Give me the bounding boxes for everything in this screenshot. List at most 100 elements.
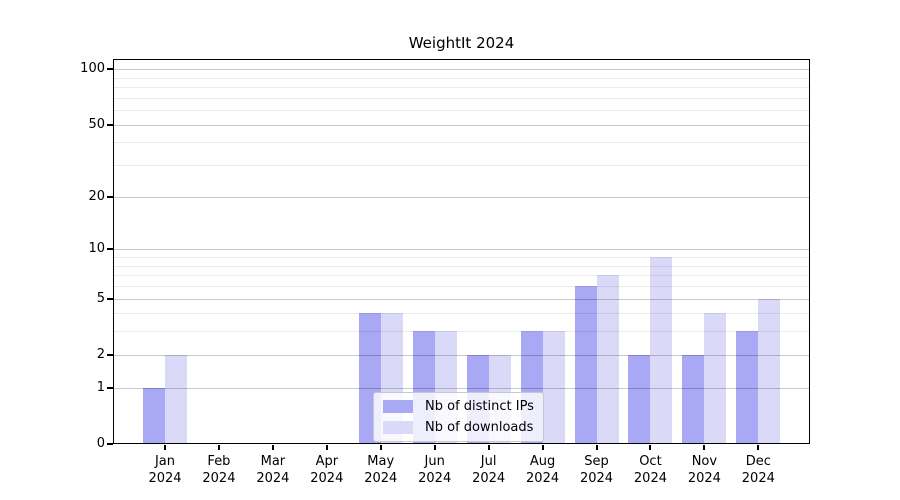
x-axis-tick — [487, 445, 490, 450]
y-axis-tick — [107, 353, 113, 356]
x-axis-tick — [433, 445, 436, 450]
x-axis-tick-label: Feb 2024 — [192, 453, 246, 487]
y-axis-tick-label: 5 — [96, 290, 105, 306]
gridline-major — [114, 124, 809, 126]
chart-title: WeightIt 2024 — [408, 34, 515, 52]
gridline-major — [114, 298, 809, 300]
x-axis-month: Dec — [745, 454, 771, 469]
y-axis-tick-label: 1 — [96, 379, 105, 395]
y-axis-tick-label: 20 — [88, 188, 105, 204]
bar-distinct-ips-jan — [143, 387, 165, 444]
legend-item-downloads: Nb of downloads — [383, 419, 534, 436]
gridline-minor — [114, 110, 809, 112]
bar-downloads-nov — [704, 313, 727, 444]
x-axis-tick — [541, 445, 544, 450]
x-axis-tick — [325, 445, 328, 450]
gridline-minor — [114, 87, 809, 89]
x-axis-month: Jul — [480, 454, 497, 469]
legend-swatch-downloads — [383, 421, 413, 434]
x-axis-month: Nov — [691, 454, 718, 469]
y-axis-tick-label: 0 — [96, 436, 105, 451]
x-axis-year: 2024 — [633, 471, 667, 486]
x-axis-month: Sep — [584, 454, 609, 469]
x-axis-tick — [164, 445, 166, 450]
x-axis-tick-label: Jun 2024 — [408, 453, 462, 487]
x-axis-tick-label: Mar 2024 — [246, 453, 300, 487]
x-axis-year: 2024 — [202, 471, 236, 486]
x-axis-year: 2024 — [579, 471, 614, 486]
x-axis-month: Oct — [639, 454, 662, 469]
gridline-minor — [114, 331, 809, 333]
x-axis-tick — [271, 445, 274, 450]
x-axis-tick — [649, 445, 652, 450]
x-axis-year: 2024 — [148, 471, 182, 486]
gridline-major — [114, 387, 809, 389]
x-axis-year: 2024 — [472, 471, 506, 486]
bar-distinct-ips-sep — [574, 286, 597, 444]
x-axis-tick-label: Nov 2024 — [677, 453, 731, 487]
x-axis-month: Mar — [260, 454, 286, 469]
gridline-minor — [114, 257, 809, 259]
x-axis-tick-label: Sep 2024 — [570, 453, 624, 487]
gridline-minor — [114, 165, 809, 167]
y-axis-tick-label: 10 — [88, 241, 105, 257]
x-axis-tick-label: Jan 2024 — [138, 453, 192, 487]
gridline-minor — [114, 97, 809, 99]
x-axis-tick-label: Dec 2024 — [731, 453, 785, 487]
x-axis-tick-label: May 2024 — [354, 453, 408, 487]
x-axis-month: May — [367, 454, 395, 469]
bar-downloads-sep — [596, 275, 619, 444]
legend-swatch-distinct-ips — [383, 400, 413, 413]
x-axis-tick — [217, 445, 220, 450]
gridline-minor — [114, 275, 809, 277]
gridline-major — [114, 354, 809, 356]
x-axis-month: Jun — [424, 454, 445, 469]
bar-downloads-aug — [542, 331, 565, 444]
x-axis-year: 2024 — [418, 471, 452, 486]
legend-label-distinct-ips: Nb of distinct IPs — [425, 399, 534, 414]
x-axis-year: 2024 — [741, 471, 775, 486]
bar-downloads-jan — [165, 354, 187, 444]
x-axis-tick-label: Aug 2024 — [516, 453, 570, 487]
y-axis-tick-label: 2 — [96, 346, 105, 362]
x-axis-tick — [595, 445, 598, 450]
y-axis-tick — [107, 386, 113, 389]
legend-item-distinct-ips: Nb of distinct IPs — [383, 398, 534, 415]
y-axis-tick — [107, 248, 113, 251]
x-axis-tick — [703, 445, 706, 450]
x-axis-tick — [379, 445, 382, 450]
gridline-minor — [114, 265, 809, 267]
x-axis-year: 2024 — [526, 471, 560, 486]
x-axis-tick-label: Jul 2024 — [462, 453, 516, 487]
bar-distinct-ips-dec — [736, 331, 759, 444]
y-axis-tick — [107, 297, 113, 300]
legend-label-downloads: Nb of downloads — [425, 420, 534, 435]
gridline-major — [114, 249, 809, 251]
x-axis-tick-label: Oct 2024 — [623, 453, 677, 487]
bar-downloads-dec — [758, 298, 781, 444]
y-axis-tick — [107, 443, 113, 445]
x-axis-month: Aug — [529, 454, 556, 469]
bar-downloads-oct — [650, 257, 673, 444]
y-axis-tick-label: 100 — [80, 61, 105, 77]
y-axis-tick — [107, 195, 113, 198]
y-axis-tick — [107, 68, 113, 71]
x-axis-month: Apr — [315, 454, 339, 469]
bar-distinct-ips-nov — [682, 354, 705, 444]
gridline-major — [114, 196, 809, 198]
gridline-major — [114, 69, 809, 71]
x-axis-year: 2024 — [256, 471, 290, 486]
legend: Nb of distinct IPs Nb of downloads — [373, 392, 544, 442]
x-axis-month: Feb — [207, 454, 231, 469]
gridline-minor — [114, 142, 809, 144]
x-axis-month: Jan — [154, 454, 176, 469]
x-axis-year: 2024 — [687, 471, 721, 486]
x-axis-year: 2024 — [364, 471, 398, 486]
y-axis-tick — [107, 123, 113, 126]
y-axis-tick-label: 50 — [88, 116, 105, 132]
gridline-minor — [114, 286, 809, 287]
x-axis-tick — [757, 445, 760, 450]
x-axis-year: 2024 — [310, 471, 344, 486]
x-axis-tick-label: Apr 2024 — [300, 453, 354, 487]
